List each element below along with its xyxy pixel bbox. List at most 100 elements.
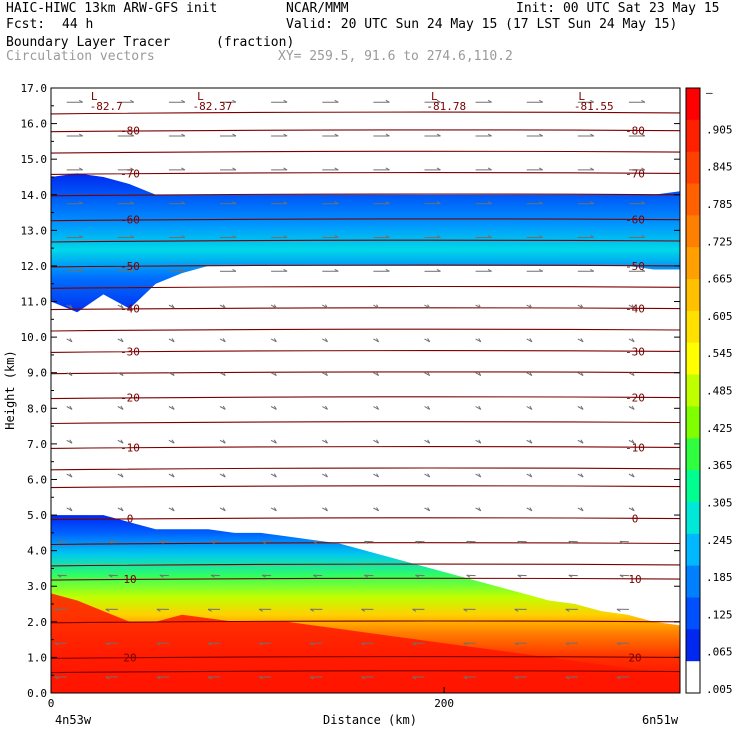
circulation-vector-head [120, 338, 124, 343]
circulation-vector-head [334, 235, 339, 238]
circulation-vector-head [641, 133, 646, 137]
colorbar-segment [686, 470, 700, 503]
temperature-contour [51, 328, 680, 332]
circulation-vector-head [273, 507, 277, 512]
circulation-vector-head [334, 201, 339, 205]
temperature-contour-label: -40 [625, 303, 645, 316]
circulation-vector-head [361, 676, 366, 680]
circulation-vector-head [78, 167, 83, 171]
circulation-vector-head [436, 99, 441, 103]
colorbar-segment [686, 533, 700, 567]
x-axis-label: Distance (km) [323, 713, 417, 727]
temperature-contour-label: -50 [625, 260, 645, 273]
circulation-vector-head [590, 167, 595, 171]
colorbar-segment [686, 279, 700, 312]
circulation-vector-head [313, 574, 317, 578]
circulation-vector-head [641, 268, 646, 272]
temperature-contour [51, 563, 680, 567]
circulation-vector-head [376, 473, 380, 478]
circulation-vector-head [487, 133, 492, 137]
circulation-vector-head [54, 676, 59, 680]
center-label: NCAR/MMM [286, 1, 349, 16]
circulation-vector-head [376, 371, 380, 376]
circulation-vector-head [478, 473, 482, 478]
temperature-contour [51, 150, 680, 154]
circulation-vector-head [78, 268, 83, 272]
temperature-contour-label: -40 [120, 303, 140, 316]
circulation-vector-head [283, 167, 288, 171]
temperature-contour-label: -30 [120, 345, 140, 358]
circulation-vector-head [376, 439, 380, 444]
minimum-value: -82.7 [90, 100, 123, 113]
circulation-vector-head [283, 133, 288, 137]
circulation-vector-head [258, 608, 263, 612]
colorbar-segment [686, 501, 700, 535]
circulation-vector-head [283, 268, 288, 272]
cross-section-coordinates: XY= 259.5, 91.6 to 274.6,110.2 [278, 49, 513, 64]
valid-time: Valid: 20 UTC Sun 24 May 15 (17 LST Sun … [286, 17, 678, 32]
circulation-vector-head [273, 338, 277, 343]
circulation-vector-head [171, 473, 175, 478]
circulation-vector-head [538, 167, 543, 171]
circulation-vector-head [120, 439, 124, 444]
circulation-vector-head [120, 371, 124, 376]
circulation-vector-head [232, 133, 237, 137]
circulation-vector-head [273, 371, 277, 376]
temperature-contour [51, 542, 680, 546]
circulation-vector-head [568, 540, 573, 544]
circulation-vector-head [641, 99, 646, 103]
circulation-vector-head [171, 371, 175, 376]
circulation-vector-head [487, 201, 492, 205]
circulation-vector-head [427, 338, 431, 343]
temperature-contour-label: -70 [625, 167, 645, 180]
temperature-contour-label: -20 [120, 392, 140, 405]
temperature-contour-label: -50 [120, 260, 140, 273]
temperature-contour-label: 20 [123, 651, 136, 664]
circulation-vector-head [427, 439, 431, 444]
circulation-vector-head [232, 235, 237, 238]
circulation-vector-head [181, 167, 186, 171]
colorbar-segment [686, 119, 700, 153]
temperature-contour-label: -60 [120, 214, 140, 227]
circulation-vector-head [514, 676, 519, 680]
circulation-vector-head [517, 540, 522, 544]
circulation-vector-head [207, 642, 212, 646]
circulation-vector-head [385, 201, 390, 205]
y-tick-label: 10.0 [21, 331, 48, 344]
y-tick-label: 14.0 [21, 189, 48, 202]
temperature-contour-label: -70 [120, 167, 140, 180]
circulation-vector-head [478, 338, 482, 343]
circulation-vector-head [580, 439, 584, 444]
circulation-vector-head [385, 99, 390, 103]
circulation-vector-head [514, 608, 519, 612]
y-tick-label: 7.0 [27, 438, 47, 451]
circulation-vector-head [631, 304, 635, 309]
circulation-vector-head [334, 99, 339, 103]
circulation-vector-head [232, 201, 237, 205]
colorbar-label: .905 [706, 123, 733, 136]
circulation-vector-head [207, 608, 212, 612]
circulation-vector-head [580, 507, 584, 512]
circulation-vector-head [222, 371, 226, 376]
circulation-vector-head [463, 608, 468, 612]
circulation-vector-head [427, 371, 431, 376]
circulation-vector-head [171, 439, 175, 444]
temperature-contour [51, 264, 680, 268]
temperature-contour-label: -80 [120, 125, 140, 138]
circulation-vector-head [69, 439, 73, 444]
circulation-vector-head [181, 201, 186, 205]
circulation-vector-head [487, 167, 492, 171]
circulation-vector-head [565, 608, 570, 612]
circulation-vector-head [334, 133, 339, 137]
circulation-vector-head [364, 540, 369, 544]
circulation-vector-head [313, 540, 317, 544]
minimum-symbol: L [578, 90, 585, 103]
circulation-vector-head [222, 304, 226, 309]
y-tick-label: 16.0 [21, 118, 48, 131]
circulation-vector-head [538, 99, 543, 103]
circulation-vector-head [631, 473, 635, 478]
circulation-vector-head [412, 676, 417, 680]
circulation-vector-head [120, 304, 124, 309]
minimum-value: -82.37 [193, 100, 233, 113]
